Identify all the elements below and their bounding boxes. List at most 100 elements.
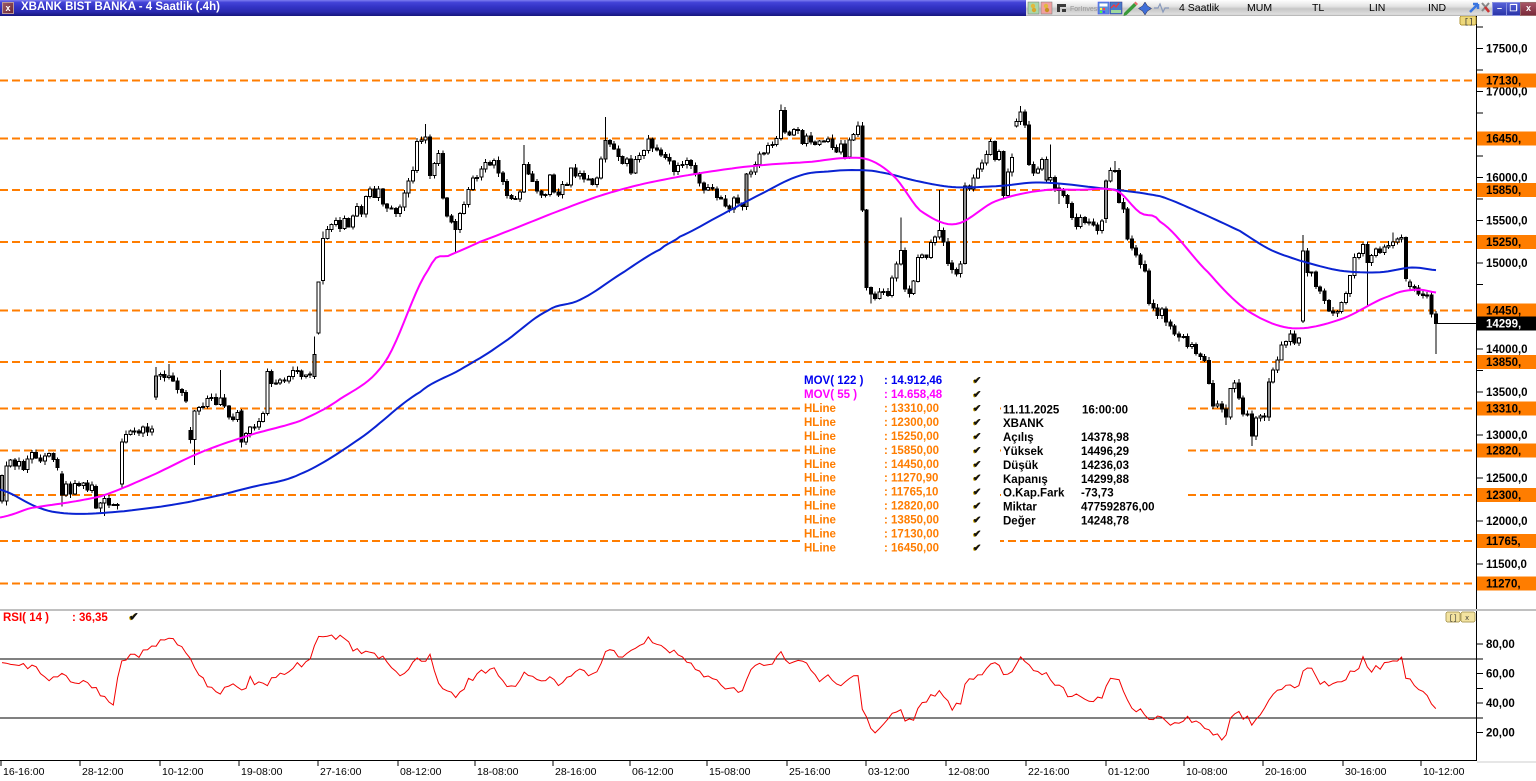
svg-text:25-16:00: 25-16:00 [789, 766, 831, 778]
svg-text:: 13850,00: : 13850,00 [884, 515, 939, 527]
svg-text:HLine: HLine [804, 528, 836, 540]
svg-text:Düşük: Düşük [1003, 460, 1039, 472]
svg-text:[]: [] [1464, 18, 1474, 27]
svg-text:11.11.2025: 11.11.2025 [1003, 404, 1060, 416]
svg-text:Değer: Değer [1003, 516, 1036, 528]
svg-text:28-16:00: 28-16:00 [555, 766, 597, 778]
svg-text:477592876,00: 477592876,00 [1081, 502, 1155, 514]
svg-text:: 11270,90: : 11270,90 [884, 473, 938, 485]
svg-text:✔: ✔ [972, 488, 980, 499]
svg-text:: 15250,00: : 15250,00 [884, 431, 939, 443]
svg-text:14299,88: 14299,88 [1081, 474, 1130, 486]
svg-text:✔: ✔ [973, 515, 981, 526]
svg-text:15000,0: 15000,0 [1486, 258, 1528, 270]
svg-text:12300,: 12300, [1486, 490, 1521, 502]
svg-text:✔: ✔ [973, 418, 981, 429]
svg-text:✔: ✔ [972, 418, 980, 429]
svg-text:22-16:00: 22-16:00 [1028, 766, 1070, 778]
svg-text:✔: ✔ [973, 459, 981, 470]
svg-text:XBANK: XBANK [1003, 418, 1045, 430]
svg-text:14378,98: 14378,98 [1081, 432, 1130, 444]
svg-text:✔: ✔ [973, 501, 981, 512]
svg-text:: 16450,00: : 16450,00 [884, 542, 939, 554]
svg-text:: 36,35: : 36,35 [72, 612, 108, 624]
svg-text:✔: ✔ [972, 543, 980, 554]
svg-text:12820,: 12820, [1486, 446, 1521, 458]
svg-text:HLine: HLine [804, 417, 836, 429]
svg-text:28-12:00: 28-12:00 [82, 766, 124, 778]
svg-text:✔: ✔ [972, 446, 980, 457]
svg-text:: 12820,00: : 12820,00 [884, 501, 939, 513]
svg-text:06-12:00: 06-12:00 [632, 766, 674, 778]
svg-text:11270,: 11270, [1486, 579, 1521, 591]
svg-text:19-08:00: 19-08:00 [241, 766, 283, 778]
svg-text:14000,0: 14000,0 [1486, 344, 1528, 356]
svg-text:✔: ✔ [973, 431, 981, 442]
svg-text:16:00:00: 16:00:00 [1082, 404, 1128, 416]
svg-text:✔: ✔ [972, 474, 980, 485]
svg-text:HLine: HLine [804, 431, 836, 443]
svg-text:HLine: HLine [804, 473, 836, 485]
svg-text:12-08:00: 12-08:00 [948, 766, 990, 778]
svg-text:08-12:00: 08-12:00 [400, 766, 442, 778]
svg-text:27-16:00: 27-16:00 [320, 766, 362, 778]
svg-text:12000,0: 12000,0 [1486, 516, 1528, 528]
svg-text:: 15850,00: : 15850,00 [884, 445, 939, 457]
svg-text:18-08:00: 18-08:00 [477, 766, 519, 778]
svg-text:15500,0: 15500,0 [1486, 215, 1528, 227]
svg-text:Yüksek: Yüksek [1003, 446, 1044, 458]
svg-text:11500,0: 11500,0 [1486, 559, 1527, 571]
svg-text:✔: ✔ [972, 390, 980, 401]
svg-text:✔: ✔ [973, 404, 981, 415]
svg-text:HLine: HLine [804, 515, 836, 527]
svg-text:RSI( 14 ): RSI( 14 ) [3, 612, 49, 624]
svg-text:✔: ✔ [972, 404, 980, 415]
svg-text:17130,: 17130, [1486, 75, 1521, 87]
svg-text:: 17130,00: : 17130,00 [884, 528, 939, 540]
svg-text:: 12300,00: : 12300,00 [884, 417, 939, 429]
svg-text:✔: ✔ [972, 460, 980, 471]
svg-text:Miktar: Miktar [1003, 502, 1037, 514]
svg-text:[]: [] [1449, 615, 1457, 623]
svg-text:✔: ✔ [972, 376, 980, 387]
svg-text:14236,03: 14236,03 [1081, 460, 1129, 472]
svg-text:14450,: 14450, [1486, 306, 1521, 318]
svg-text:15-08:00: 15-08:00 [709, 766, 751, 778]
svg-text:13500,0: 13500,0 [1486, 387, 1528, 399]
svg-text:11765,: 11765, [1486, 536, 1521, 548]
svg-text:13000,0: 13000,0 [1486, 430, 1528, 442]
svg-text:Açılış: Açılış [1003, 432, 1034, 444]
svg-text:MOV( 122 ): MOV( 122 ) [804, 375, 864, 387]
svg-text:HLine: HLine [804, 445, 836, 457]
svg-text:✔: ✔ [973, 390, 981, 401]
svg-text:✔: ✔ [972, 432, 980, 443]
svg-text:HLine: HLine [804, 459, 836, 471]
svg-text:17500,0: 17500,0 [1486, 44, 1528, 56]
svg-text:13850,: 13850, [1486, 357, 1521, 369]
svg-text:14496,29: 14496,29 [1081, 446, 1129, 458]
svg-text:80,00: 80,00 [1486, 639, 1515, 651]
svg-text:40,00: 40,00 [1486, 698, 1515, 710]
svg-text:10-12:00: 10-12:00 [1423, 766, 1465, 778]
svg-text:✔: ✔ [128, 612, 138, 624]
svg-text:17000,0: 17000,0 [1486, 87, 1528, 99]
svg-text:✔: ✔ [129, 612, 139, 624]
svg-text:15250,: 15250, [1486, 237, 1521, 249]
svg-text:20,00: 20,00 [1486, 728, 1515, 740]
svg-text:HLine: HLine [804, 487, 836, 499]
svg-text:✔: ✔ [973, 473, 981, 484]
svg-text:: 14.658,48: : 14.658,48 [884, 389, 943, 401]
svg-text:✔: ✔ [972, 516, 980, 527]
svg-text:ForInvest: ForInvest [1070, 6, 1099, 13]
svg-text:✔: ✔ [973, 376, 981, 387]
svg-text:60,00: 60,00 [1486, 669, 1515, 681]
svg-text:Kapanış: Kapanış [1003, 474, 1048, 486]
svg-text:-73,73: -73,73 [1081, 488, 1114, 500]
svg-text:14248,78: 14248,78 [1081, 516, 1130, 528]
svg-text:20-16:00: 20-16:00 [1265, 766, 1307, 778]
svg-text:03-12:00: 03-12:00 [868, 766, 910, 778]
svg-text:O.Kap.Fark: O.Kap.Fark [1003, 488, 1065, 500]
svg-text:: 14.912,46: : 14.912,46 [884, 375, 942, 387]
svg-text:✔: ✔ [973, 543, 981, 554]
svg-text:14299,: 14299, [1486, 318, 1521, 330]
